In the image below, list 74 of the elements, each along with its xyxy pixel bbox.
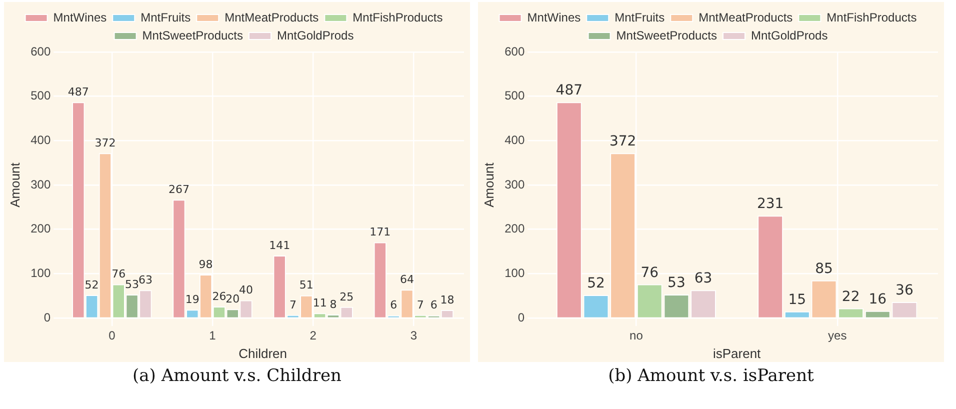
- legend-label: MntFishProducts: [826, 10, 917, 24]
- legend-label: MntSweetProducts: [616, 28, 718, 42]
- data-label: 171: [370, 226, 391, 239]
- y-tick-label: 600: [504, 44, 525, 58]
- data-label: 267: [168, 182, 190, 196]
- legend-label: MntGoldProds: [751, 28, 828, 42]
- data-label: 231: [756, 196, 784, 212]
- legend-label: MntSweetProducts: [142, 28, 244, 42]
- y-tick-label: 0: [518, 310, 525, 324]
- data-label: 372: [94, 136, 116, 150]
- data-label: 19: [185, 292, 200, 306]
- data-label: 487: [556, 82, 583, 99]
- data-label: 487: [68, 85, 89, 98]
- text: (b) Amount v.s. isParent: [607, 366, 815, 386]
- y-tick-label: 300: [30, 177, 51, 192]
- y-tick-label: 0: [44, 310, 51, 324]
- y-tick-label: 500: [504, 88, 525, 103]
- y-axis-title: Amount: [481, 162, 496, 208]
- legend-label: MntFruits: [614, 10, 665, 24]
- y-tick-label: 200: [504, 222, 525, 236]
- y-tick-label: 500: [30, 88, 51, 103]
- data-label: 76: [640, 264, 659, 281]
- data-label: 85: [815, 260, 833, 277]
- x-tick-label: yes: [828, 328, 847, 343]
- data-label: 36: [896, 282, 914, 299]
- data-label: 16: [868, 292, 887, 308]
- data-label: 7: [416, 298, 424, 312]
- data-label: 26: [212, 290, 226, 303]
- legend-label: MntWines: [527, 10, 581, 24]
- data-label: 76: [112, 268, 126, 281]
- legend-label: MntFishProducts: [352, 10, 443, 24]
- data-label: 40: [239, 284, 254, 297]
- data-label: 11: [312, 296, 327, 310]
- legend-label: MntFruits: [140, 10, 191, 24]
- y-axis-title: Amount: [7, 162, 22, 208]
- x-tick-label: 2: [310, 328, 317, 343]
- data-label: 6: [390, 298, 398, 312]
- x-tick-label: 1: [209, 328, 216, 343]
- data-label: 8: [330, 298, 337, 311]
- text: (a) Amount v.s. Children: [132, 366, 342, 386]
- data-label: 64: [400, 272, 414, 286]
- data-label: 53: [125, 278, 140, 291]
- data-label: 51: [299, 278, 314, 292]
- data-label: 15: [788, 292, 806, 308]
- data-label: 6: [430, 298, 438, 312]
- data-label: 20: [226, 292, 240, 306]
- x-axis-title: Children: [238, 346, 288, 361]
- data-label: 7: [289, 298, 296, 312]
- data-label: 63: [138, 273, 152, 286]
- y-tick-label: 400: [504, 132, 525, 147]
- data-label: 25: [340, 290, 354, 304]
- x-tick-label: no: [630, 328, 644, 343]
- legend-label: MntGoldProds: [277, 28, 354, 42]
- legend-label: MntMeatProducts: [698, 10, 793, 24]
- legend-label: MntMeatProducts: [224, 10, 319, 24]
- x-axis-title: isParent: [712, 346, 762, 361]
- y-tick-label: 200: [30, 222, 51, 236]
- data-label: 53: [668, 275, 686, 292]
- y-tick-label: 600: [30, 44, 51, 58]
- data-label: 18: [440, 293, 454, 306]
- data-label: 141: [269, 238, 290, 252]
- data-label: 98: [198, 258, 213, 271]
- y-tick-label: 100: [504, 266, 525, 280]
- x-tick-label: 3: [410, 328, 418, 343]
- data-label: 63: [694, 270, 712, 287]
- x-tick-label: 0: [108, 328, 116, 343]
- y-tick-label: 400: [30, 132, 51, 147]
- data-label: 372: [609, 134, 636, 150]
- y-tick-label: 100: [30, 266, 51, 280]
- legend-label: MntWines: [53, 10, 107, 24]
- y-tick-label: 300: [504, 177, 525, 192]
- data-label: 52: [587, 276, 605, 292]
- data-label: 22: [842, 288, 860, 305]
- data-label: 52: [84, 278, 99, 292]
